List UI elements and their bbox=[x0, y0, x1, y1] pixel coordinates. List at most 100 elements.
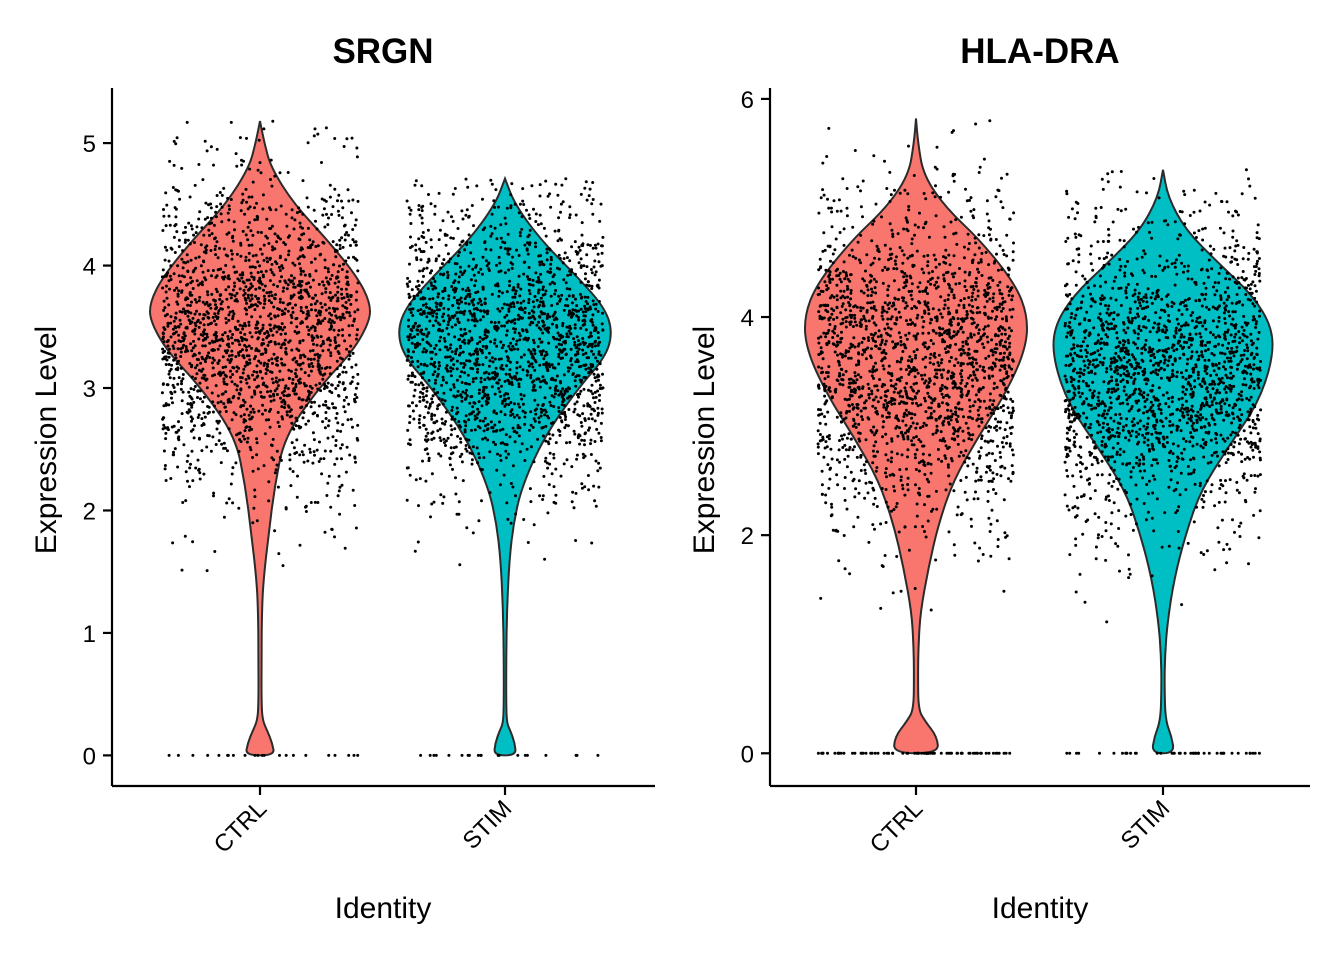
data-point bbox=[313, 400, 316, 404]
data-point bbox=[960, 325, 963, 329]
data-point bbox=[536, 223, 540, 227]
data-point bbox=[959, 450, 963, 454]
data-point bbox=[172, 235, 176, 239]
data-point bbox=[482, 385, 486, 389]
data-point bbox=[162, 308, 166, 312]
data-point bbox=[252, 276, 256, 280]
data-point bbox=[215, 339, 219, 343]
data-point bbox=[175, 300, 179, 304]
data-point bbox=[960, 369, 964, 373]
data-point bbox=[221, 355, 225, 359]
data-point bbox=[1007, 477, 1010, 481]
data-point bbox=[229, 249, 233, 253]
data-point bbox=[230, 380, 234, 384]
data-point bbox=[862, 349, 866, 353]
data-point bbox=[959, 364, 963, 368]
data-point bbox=[285, 413, 289, 417]
data-point bbox=[222, 277, 226, 281]
data-point bbox=[921, 525, 925, 528]
data-point bbox=[186, 269, 190, 273]
data-point bbox=[256, 374, 260, 378]
data-point bbox=[328, 372, 332, 376]
data-point bbox=[901, 487, 905, 491]
data-point bbox=[204, 201, 208, 205]
data-point bbox=[263, 302, 267, 306]
data-point bbox=[463, 430, 467, 434]
data-point bbox=[511, 464, 515, 468]
data-point bbox=[520, 397, 524, 401]
data-point bbox=[509, 482, 513, 485]
data-point bbox=[422, 332, 426, 336]
data-point bbox=[243, 364, 247, 368]
data-point bbox=[437, 403, 441, 407]
data-point bbox=[334, 255, 338, 259]
data-point bbox=[472, 312, 476, 316]
data-point bbox=[576, 374, 579, 378]
data-point bbox=[171, 401, 174, 405]
data-point bbox=[338, 315, 342, 319]
data-point bbox=[556, 389, 560, 393]
data-point bbox=[506, 232, 510, 236]
data-point bbox=[470, 318, 474, 322]
data-point bbox=[943, 454, 947, 458]
data-point bbox=[407, 318, 410, 322]
data-point bbox=[227, 345, 231, 349]
data-point bbox=[174, 330, 178, 334]
data-point bbox=[913, 587, 917, 590]
data-point bbox=[568, 216, 572, 220]
data-point bbox=[196, 458, 200, 462]
data-point bbox=[314, 219, 317, 223]
data-point bbox=[1010, 464, 1014, 468]
data-point bbox=[288, 467, 292, 471]
data-point bbox=[926, 301, 930, 305]
data-point bbox=[268, 312, 272, 316]
data-point bbox=[525, 369, 529, 373]
data-point bbox=[838, 363, 841, 367]
data-point bbox=[567, 408, 571, 411]
data-point bbox=[535, 298, 539, 302]
data-point bbox=[533, 295, 537, 298]
data-point bbox=[567, 326, 571, 329]
data-point bbox=[575, 314, 579, 318]
data-point bbox=[244, 324, 247, 328]
data-point bbox=[323, 258, 327, 262]
data-point bbox=[202, 377, 206, 380]
data-point bbox=[474, 279, 478, 283]
data-point bbox=[510, 266, 514, 270]
data-point bbox=[337, 474, 341, 478]
data-point bbox=[899, 589, 903, 593]
data-point bbox=[454, 352, 458, 356]
data-point bbox=[184, 470, 188, 474]
data-point bbox=[900, 453, 904, 457]
data-point bbox=[558, 392, 562, 396]
data-point bbox=[576, 434, 580, 438]
data-point bbox=[273, 389, 277, 393]
data-point bbox=[168, 287, 171, 291]
data-point bbox=[495, 325, 499, 329]
data-point bbox=[593, 419, 597, 423]
data-point bbox=[555, 374, 559, 378]
data-point bbox=[960, 395, 964, 399]
data-point bbox=[328, 195, 332, 199]
data-point bbox=[262, 464, 266, 468]
data-point bbox=[976, 289, 980, 293]
data-point bbox=[228, 292, 232, 296]
data-point bbox=[412, 394, 416, 398]
data-point bbox=[418, 395, 422, 399]
data-point bbox=[176, 382, 180, 386]
data-point bbox=[246, 296, 250, 300]
data-point bbox=[843, 487, 846, 490]
data-point bbox=[579, 421, 583, 424]
data-point bbox=[419, 362, 423, 366]
data-point bbox=[568, 269, 572, 273]
data-point bbox=[342, 316, 346, 320]
data-point bbox=[287, 302, 291, 306]
data-point bbox=[523, 243, 527, 247]
data-point bbox=[441, 501, 445, 505]
violins-layer bbox=[148, 120, 612, 757]
data-point bbox=[255, 441, 259, 445]
data-point bbox=[853, 320, 857, 324]
data-point bbox=[466, 318, 470, 322]
data-point bbox=[312, 134, 316, 138]
data-point bbox=[511, 337, 515, 341]
